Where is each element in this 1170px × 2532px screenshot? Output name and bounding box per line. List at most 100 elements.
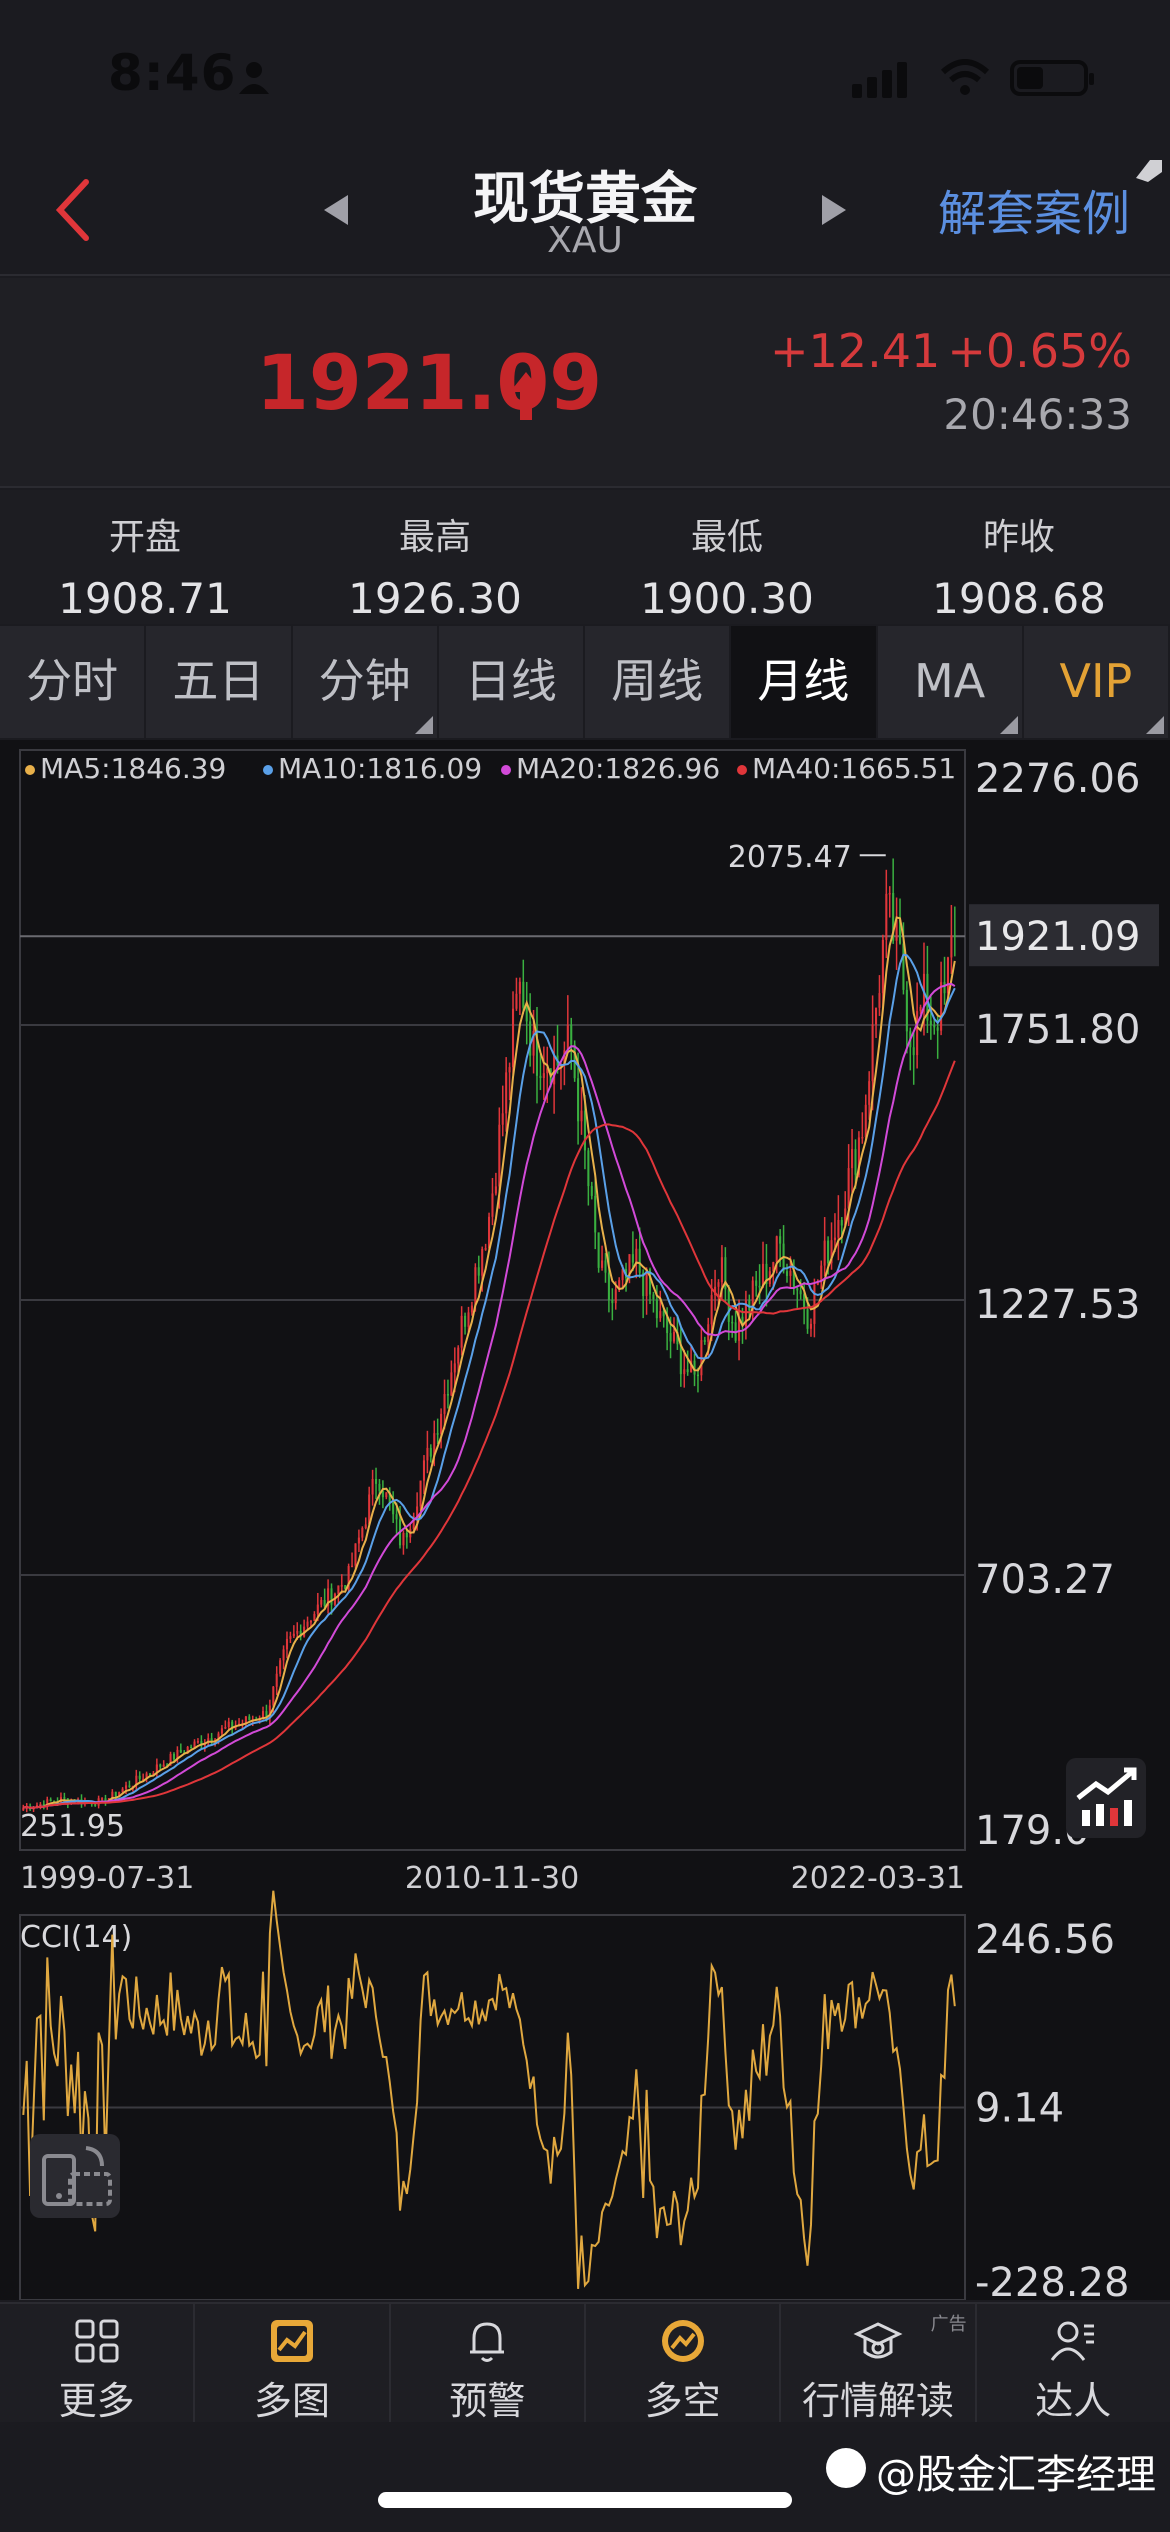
tab-label: 分钟 bbox=[318, 654, 411, 708]
symbol-code: XAU bbox=[547, 220, 623, 261]
candle-body bbox=[296, 1630, 299, 1634]
candle-body bbox=[772, 1262, 775, 1272]
candle-body bbox=[196, 1741, 199, 1743]
candle-body bbox=[323, 1600, 326, 1607]
candle-body bbox=[292, 1633, 295, 1637]
ad-badge: 广告 bbox=[930, 2314, 967, 2335]
candle-body bbox=[775, 1236, 778, 1263]
candle-body bbox=[450, 1372, 453, 1396]
previous-symbol-icon[interactable] bbox=[312, 185, 362, 235]
candle-body bbox=[803, 1294, 806, 1310]
candle-body bbox=[751, 1280, 754, 1311]
tab-daily[interactable]: 日线 bbox=[439, 626, 585, 738]
candle-body bbox=[840, 1220, 843, 1226]
tab-weekly[interactable]: 周线 bbox=[585, 626, 732, 738]
candle-body bbox=[683, 1369, 686, 1375]
indicator-chart-icon[interactable] bbox=[1066, 1758, 1146, 1838]
candle-body bbox=[162, 1764, 165, 1767]
rotate-screen-icon[interactable] bbox=[30, 2134, 120, 2218]
candle-body bbox=[611, 1299, 614, 1304]
candle-body bbox=[166, 1764, 169, 1767]
candle-body bbox=[155, 1764, 158, 1774]
candle-body bbox=[371, 1478, 374, 1495]
candle-body bbox=[505, 1072, 508, 1114]
case-study-button[interactable]: 解套案例 bbox=[937, 186, 1130, 242]
quote-time: 20:46:33 bbox=[943, 390, 1132, 439]
candle-body bbox=[101, 1798, 104, 1800]
tab-monthly[interactable]: 月线 bbox=[731, 626, 878, 738]
next-symbol-icon[interactable] bbox=[808, 185, 858, 235]
kline-chart[interactable]: 2276.061751.801227.53703.27179.01921.09M… bbox=[0, 740, 1170, 2300]
home-indicator[interactable] bbox=[378, 2492, 792, 2508]
candle-body bbox=[796, 1288, 799, 1291]
watermark-text: @股金汇李经理 bbox=[876, 2452, 1156, 2498]
candle-body bbox=[357, 1537, 360, 1544]
ma-legend-label: MA5:1846.39 bbox=[40, 752, 226, 785]
candle-body bbox=[138, 1775, 141, 1779]
nav-multi-chart[interactable]: 多图 bbox=[195, 2304, 391, 2423]
tab-minute[interactable]: 分钟 bbox=[293, 626, 439, 738]
candle-body bbox=[642, 1272, 645, 1297]
candle-body bbox=[614, 1289, 617, 1304]
candle-body bbox=[200, 1741, 203, 1746]
candle-body bbox=[494, 1186, 497, 1194]
candle-body bbox=[761, 1263, 765, 1288]
back-icon[interactable] bbox=[44, 170, 104, 250]
last-price: 1921.09 bbox=[256, 338, 603, 427]
cci-line bbox=[22, 1890, 956, 2289]
ma10-line bbox=[23, 953, 956, 1809]
candle-body bbox=[936, 1027, 939, 1031]
candle-body bbox=[217, 1733, 220, 1740]
nav-more[interactable]: 更多 bbox=[0, 2304, 196, 2423]
candle-body bbox=[176, 1749, 179, 1760]
chart-area[interactable]: 2276.06 1751.80 1227.53 703.27 179.0 1921.09 M… bbox=[0, 740, 1170, 2300]
candle-body bbox=[546, 1068, 549, 1074]
candle-body bbox=[193, 1741, 196, 1748]
candle-body bbox=[46, 1799, 49, 1807]
tab-ma[interactable]: MA bbox=[878, 626, 1024, 738]
candle-body bbox=[244, 1716, 247, 1724]
current-price-label: 1921.09 bbox=[975, 914, 1140, 960]
candle-body bbox=[703, 1340, 706, 1342]
tab-five-day[interactable]: 五日 bbox=[146, 626, 293, 738]
candle-body bbox=[741, 1316, 744, 1327]
candle-body bbox=[327, 1588, 330, 1607]
candle-body bbox=[419, 1480, 422, 1507]
nav-long-short[interactable]: 多空 bbox=[586, 2304, 782, 2423]
candle-body bbox=[207, 1738, 210, 1743]
candle-body bbox=[724, 1257, 727, 1290]
candle-body bbox=[652, 1294, 655, 1300]
candle-body bbox=[433, 1433, 436, 1457]
candle-body bbox=[837, 1220, 840, 1238]
candle-body bbox=[631, 1254, 634, 1263]
ma20-line bbox=[23, 982, 956, 1809]
cci-y-tick-label: 246.56 bbox=[975, 1917, 1115, 1963]
tab-vip[interactable]: VIP bbox=[1024, 626, 1170, 738]
candle-body bbox=[128, 1785, 131, 1787]
nav-expert[interactable]: 达人 bbox=[977, 2304, 1170, 2423]
stat-label: 昨收 bbox=[982, 517, 1055, 558]
candle-body bbox=[231, 1721, 234, 1729]
stat-label: 最高 bbox=[398, 517, 471, 558]
candle-body bbox=[265, 1711, 268, 1719]
candle-body bbox=[330, 1588, 333, 1605]
ma-legend-dot bbox=[501, 765, 511, 775]
candle-body bbox=[861, 1136, 864, 1139]
candle-body bbox=[491, 1193, 494, 1217]
candle-body bbox=[169, 1753, 172, 1766]
y-tick-label: 703.27 bbox=[975, 1557, 1115, 1603]
candle-body bbox=[337, 1585, 340, 1594]
candle-body bbox=[919, 1006, 922, 1012]
tab-timeshare[interactable]: 分时 bbox=[0, 626, 147, 738]
candle-body bbox=[857, 1137, 860, 1175]
stat-open: 开盘 1908.71 bbox=[0, 508, 290, 623]
candle-body bbox=[481, 1249, 484, 1276]
candle-body bbox=[422, 1460, 426, 1481]
ma-legend-label: MA10:1816.09 bbox=[278, 752, 482, 785]
candle-body bbox=[881, 939, 884, 994]
nav-market-analysis[interactable]: 广告 行情解读 bbox=[781, 2304, 977, 2423]
candle-body bbox=[926, 973, 929, 1021]
candle-body bbox=[714, 1286, 717, 1296]
candle-body bbox=[577, 1078, 580, 1122]
nav-alert[interactable]: 预警 bbox=[391, 2304, 586, 2423]
